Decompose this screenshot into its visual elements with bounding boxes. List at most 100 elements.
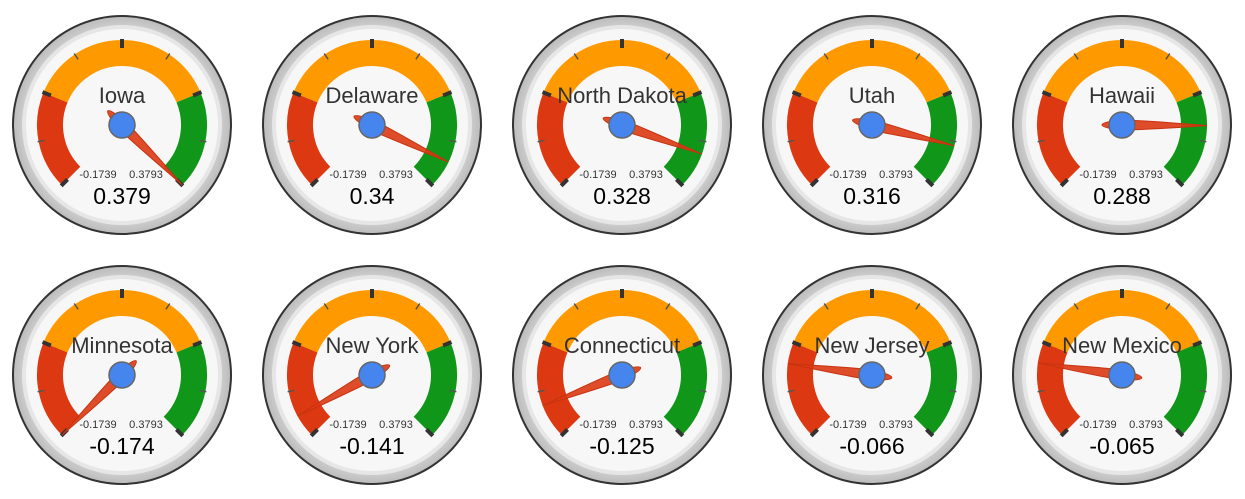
- gauge-major-tick: [692, 340, 703, 348]
- gauge-band-orange: [1043, 290, 1201, 353]
- gauge-major-tick: [41, 90, 52, 98]
- gauge-minor-tick: [573, 53, 579, 60]
- gauge-min-label: -0.1739: [579, 419, 616, 431]
- gauge-label: Connecticut: [564, 333, 680, 358]
- gauge: Connecticut -0.1739 0.3793 -0.125: [512, 265, 732, 485]
- gauge-band-red: [37, 342, 81, 436]
- gauge-band-green: [163, 92, 207, 186]
- gauge-band-red: [37, 92, 81, 186]
- gauge-hub: [858, 361, 886, 389]
- gauge-value: 0.34: [350, 183, 395, 209]
- gauge: New York -0.1739 0.3793 -0.141: [262, 265, 482, 485]
- gauge-major-tick: [925, 178, 935, 188]
- gauge-band-red: [537, 92, 581, 186]
- gauge-minor-tick: [915, 303, 921, 310]
- gauge-major-tick: [1041, 90, 1052, 98]
- gauge-major-tick: [1175, 428, 1185, 438]
- gauge-major-tick: [791, 90, 802, 98]
- gauge-minor-tick: [823, 303, 829, 310]
- gauge-minor-tick: [37, 139, 45, 143]
- gauge-band-red: [1037, 92, 1081, 186]
- gauge-minor-tick: [915, 53, 921, 60]
- gauge-major-tick: [291, 90, 302, 98]
- gauge-value: -0.125: [589, 433, 654, 459]
- gauge-minor-tick: [699, 389, 707, 393]
- gauge-band-green: [663, 92, 707, 186]
- gauge-minor-tick: [415, 303, 421, 310]
- gauge-major-tick: [791, 340, 802, 348]
- gauge-label: Iowa: [99, 83, 146, 108]
- gauge-major-tick: [442, 90, 453, 98]
- gauge-major-tick: [41, 340, 52, 348]
- gauge-minor-tick: [323, 53, 329, 60]
- gauge-band-green: [413, 342, 457, 436]
- gauge-minor-tick: [787, 139, 795, 143]
- gauge-minor-tick: [1199, 389, 1207, 393]
- gauge-major-tick: [309, 428, 319, 438]
- gauge-major-tick: [1059, 428, 1069, 438]
- gauge-band-red: [1037, 342, 1081, 436]
- gauge-minor-tick: [699, 139, 707, 143]
- gauge-band-orange: [793, 40, 951, 103]
- gauge-minor-tick: [949, 389, 957, 393]
- gauge-band-orange: [293, 290, 451, 353]
- gauge-major-tick: [442, 340, 453, 348]
- gauge-major-tick: [1192, 340, 1203, 348]
- gauge-major-tick: [809, 178, 819, 188]
- gauge-band-red: [787, 342, 831, 436]
- gauge-minor-tick: [165, 303, 171, 310]
- gauge-major-tick: [675, 428, 685, 438]
- gauge-minor-tick: [1165, 303, 1171, 310]
- gauge-major-tick: [942, 90, 953, 98]
- gauge-minor-tick: [287, 139, 295, 143]
- gauge-band-green: [913, 342, 957, 436]
- gauge-value: -0.066: [839, 433, 904, 459]
- gauge-major-tick: [175, 428, 185, 438]
- gauge-major-tick: [1041, 340, 1052, 348]
- gauge-major-tick: [559, 178, 569, 188]
- gauge-hub: [1108, 361, 1136, 389]
- gauge-value: 0.288: [1093, 183, 1151, 209]
- gauge-max-label: 0.3793: [879, 419, 913, 431]
- gauge-minor-tick: [1073, 303, 1079, 310]
- gauge-major-tick: [425, 178, 435, 188]
- gauge-band-orange: [793, 290, 951, 353]
- gauge-major-tick: [1059, 178, 1069, 188]
- gauge: North Dakota -0.1739 0.3793 0.328: [512, 15, 732, 235]
- gauge-hub: [108, 111, 136, 139]
- gauge-minor-tick: [1037, 389, 1045, 393]
- gauge-band-red: [787, 92, 831, 186]
- gauge-minor-tick: [1073, 53, 1079, 60]
- gauge-major-tick: [59, 178, 69, 188]
- gauge-label: North Dakota: [557, 83, 687, 108]
- gauge-value: -0.065: [1089, 433, 1154, 459]
- gauge-value: -0.174: [89, 433, 154, 459]
- gauge-minor-tick: [73, 53, 79, 60]
- gauge-label: New Mexico: [1062, 333, 1182, 358]
- gauge-band-green: [413, 92, 457, 186]
- gauge-band-green: [663, 342, 707, 436]
- gauge-label: Hawaii: [1089, 83, 1155, 108]
- gauge-band-green: [913, 92, 957, 186]
- gauge-value: -0.141: [339, 433, 404, 459]
- gauge-minor-tick: [949, 139, 957, 143]
- gauge-minor-tick: [1037, 139, 1045, 143]
- gauge-minor-tick: [199, 139, 207, 143]
- gauge-band-orange: [1043, 40, 1201, 103]
- gauge-max-label: 0.3793: [129, 169, 163, 181]
- gauge-major-tick: [809, 428, 819, 438]
- gauge: Minnesota -0.1739 0.3793 -0.174: [12, 265, 232, 485]
- gauge-minor-tick: [573, 303, 579, 310]
- gauge-hub: [858, 111, 886, 139]
- gauge-minor-tick: [199, 389, 207, 393]
- gauge-major-tick: [1192, 90, 1203, 98]
- gauge-label: Utah: [849, 83, 895, 108]
- gauge-hub: [608, 361, 636, 389]
- gauge-minor-tick: [37, 389, 45, 393]
- gauge: Utah -0.1739 0.3793 0.316: [762, 15, 982, 235]
- gauge-band-orange: [43, 40, 201, 103]
- gauge-hub: [108, 361, 136, 389]
- gauge-label: New York: [326, 333, 420, 358]
